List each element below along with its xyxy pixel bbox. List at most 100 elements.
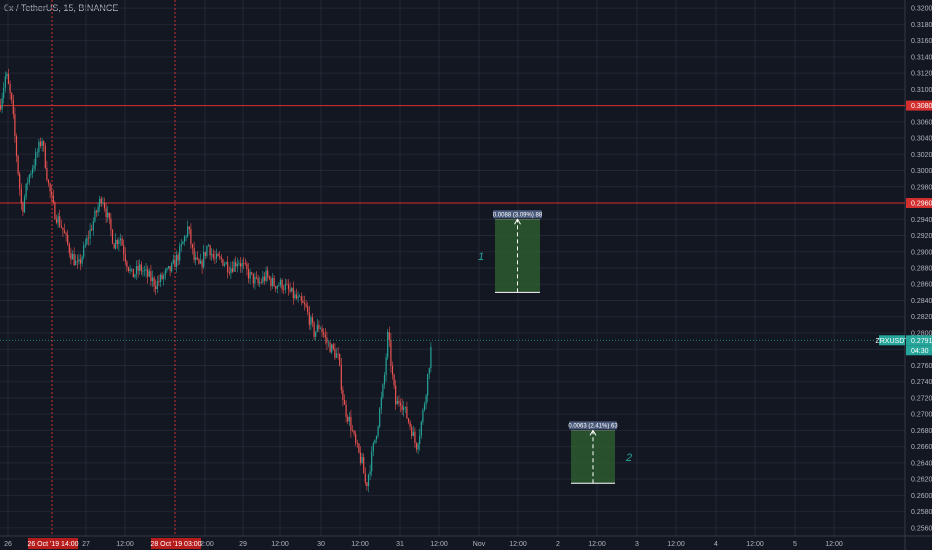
candle-body [227,262,229,273]
time-tick-label: 12:00 [351,541,369,548]
price-tick-label: 0.2660 [911,444,932,451]
candle-body [375,435,378,440]
time-tick-label: 4 [714,541,718,548]
candle-body [0,105,2,110]
candle-body [407,418,410,423]
candle-body [153,277,155,287]
candle-body [148,271,150,277]
candle-body [364,473,366,483]
time-tick-label: 12:00 [746,541,764,548]
time-tick-label: 29 [239,541,247,548]
candle-body [409,422,411,427]
candle-body [425,395,427,405]
candle-body [137,266,139,271]
candle-body [54,202,56,220]
zone-number-label: 2 [625,452,632,464]
candle-body [228,272,230,274]
price-tick-label: 0.2720 [911,395,932,402]
candle-body [323,332,325,335]
candle-body [51,191,53,196]
candle-body [127,267,130,271]
candle-body [287,284,290,290]
candle-body [59,216,61,227]
candle-body [215,253,218,259]
time-marker-label: 28 Oct '19 03:00 [150,541,201,548]
candle-body [113,243,115,249]
arrow-up-icon [514,218,521,225]
candle-body [350,416,352,431]
candle-body [398,400,400,403]
candle-body [134,274,136,278]
candle-body [169,266,171,272]
candle-body [271,277,274,287]
level-price-badge [906,100,932,111]
candle-body [126,261,128,268]
measure-label: 0.0088 (3.09%) 88 [493,212,543,218]
candle-body [164,270,166,276]
time-tick-label: 27 [82,541,90,548]
time-marker-badge [151,538,201,549]
candle-body [307,306,309,313]
price-tick-label: 0.2680 [911,428,932,435]
candle-body [348,416,350,422]
candle-body [334,348,336,358]
candle-body [294,294,296,299]
candle-body [359,452,362,463]
candle-body [44,145,46,169]
candle-body [89,229,91,239]
price-tick-label: 0.3120 [911,71,932,78]
candle-body [36,152,38,153]
candle-body [116,239,118,244]
candle-body [351,430,354,432]
price-tick-label: 0.2920 [911,233,932,240]
candle-body [249,272,251,279]
price-tick-label: 0.2640 [911,460,932,467]
candle-body [6,73,8,77]
candle-body [177,254,179,261]
candle-body [191,244,194,248]
candle-body [131,268,133,270]
candle-body [379,408,381,427]
candle-body [252,273,254,284]
candle-body [380,397,382,409]
candle-body [171,263,173,272]
candle-body [43,141,45,146]
candle-body [257,277,259,284]
current-price-badge [906,335,932,346]
candle-body [27,182,29,184]
candle-body [319,328,322,330]
candle-body [145,269,147,271]
candle-body [207,245,210,247]
candle-body [212,254,214,258]
candle-body [284,284,286,290]
candle-body [185,236,187,238]
candle-body [219,255,221,257]
candle-body [263,276,266,281]
candle-body [108,212,110,219]
candle-body [31,168,34,174]
candle-body [244,263,246,265]
candle-body [41,141,43,146]
candle-body [17,155,19,174]
price-tick-label: 0.2760 [911,363,932,370]
candle-body [115,239,117,249]
candle-body [343,400,346,405]
candle-body [76,260,78,262]
price-tick-label: 0.3100 [911,87,932,94]
price-tick-label: 0.2800 [911,330,932,337]
price-tick-label: 0.3040 [911,136,932,143]
candle-body [291,287,293,292]
candle-body [340,365,342,391]
price-tick-label: 0.2580 [911,509,932,516]
candle-body [175,254,178,268]
candle-body [335,353,338,358]
candle-body [401,405,403,410]
candle-body [4,76,6,88]
candle-body [247,269,250,279]
candle-body [281,279,283,290]
candle-body [302,300,304,303]
candle-body [49,183,51,192]
time-tick-label: 12:00 [196,541,214,548]
candle-body [23,197,26,213]
